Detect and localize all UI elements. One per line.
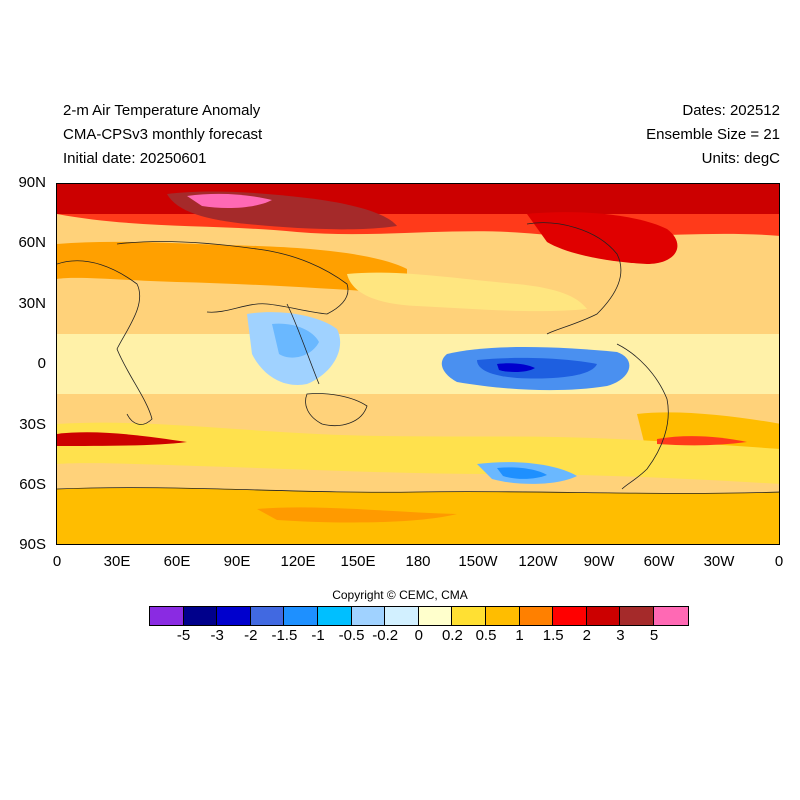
colorbar-swatch bbox=[250, 607, 285, 625]
lon-label-180: 180 bbox=[405, 553, 431, 570]
southern-ocean bbox=[57, 422, 779, 484]
eurasia-field bbox=[57, 241, 407, 294]
colorbar-tick-label: -5 bbox=[176, 627, 191, 644]
colorbar-tick-label: -1 bbox=[311, 627, 325, 644]
lon-label-150e: 150E bbox=[340, 553, 376, 570]
colorbar-swatch bbox=[553, 607, 587, 625]
model-name: CMA-CPSv3 monthly forecast bbox=[63, 126, 263, 143]
epac-colder bbox=[477, 357, 597, 379]
colorbar-tick-label: -2 bbox=[244, 627, 258, 644]
antarctica-coast bbox=[57, 487, 779, 494]
colorbar-swatch bbox=[418, 607, 453, 625]
colorbar-swatch bbox=[452, 607, 486, 625]
colorbar bbox=[149, 606, 689, 626]
lon-label-60w: 60W bbox=[643, 553, 675, 570]
colorbar-swatch bbox=[519, 607, 554, 625]
tropical-band bbox=[57, 334, 779, 394]
colorbar-tick-label: -3 bbox=[210, 627, 224, 644]
lon-label-90w: 90W bbox=[583, 553, 615, 570]
north-america-coast bbox=[526, 222, 622, 335]
lat-label-60n: 60N bbox=[18, 234, 46, 251]
se-asia-coast bbox=[286, 303, 320, 385]
colorbar-swatch bbox=[351, 607, 386, 625]
colorbar-swatch bbox=[385, 607, 419, 625]
colorbar-swatch bbox=[183, 607, 218, 625]
lon-label-90e: 90E bbox=[223, 553, 251, 570]
epac-coldest bbox=[497, 363, 535, 373]
anomaly-map bbox=[57, 184, 779, 544]
colorbar-tick-label: 0.5 bbox=[475, 627, 497, 644]
australia-coast bbox=[305, 393, 368, 426]
sio-warm-streak bbox=[57, 432, 187, 446]
lon-label-0: 0 bbox=[52, 553, 62, 570]
colorbar-tick-label: -1.5 bbox=[271, 627, 298, 644]
colorbar-swatch bbox=[620, 607, 654, 625]
npacific-mixed bbox=[347, 272, 587, 312]
colorbar-tick-label: 1 bbox=[515, 627, 524, 644]
colorbar-swatch bbox=[586, 607, 621, 625]
units-label: Units: degC bbox=[701, 150, 780, 167]
antarctica-warm bbox=[257, 507, 457, 523]
copyright-text: Copyright © CEMC, CMA bbox=[332, 588, 468, 602]
lon-label-150w: 150W bbox=[458, 553, 498, 570]
header-right: Dates: 202512 Ensemble Size = 21 Units: … bbox=[646, 99, 780, 171]
colorbar-tick-label: 0.2 bbox=[441, 627, 463, 644]
siberia-hot bbox=[187, 193, 272, 208]
satl-warm-streak bbox=[657, 436, 747, 446]
colorbar-tick-label: 3 bbox=[616, 627, 625, 644]
map-plot-area bbox=[56, 183, 780, 545]
lat-label-90n: 90N bbox=[18, 174, 46, 191]
colorbar-swatch bbox=[317, 607, 352, 625]
arctic-band bbox=[57, 184, 779, 214]
south-america-coast bbox=[616, 343, 669, 490]
lon-label-30w: 30W bbox=[703, 553, 735, 570]
colorbar-tick-label: -0.5 bbox=[338, 627, 365, 644]
lat-label-60s: 60S bbox=[19, 476, 46, 493]
lon-label-120w: 120W bbox=[518, 553, 558, 570]
lat-label-90s: 90S bbox=[19, 536, 46, 553]
colorbar-swatch bbox=[284, 607, 318, 625]
lat-label-30s: 30S bbox=[19, 416, 46, 433]
chart-title: 2-m Air Temperature Anomaly bbox=[63, 102, 261, 119]
colorbar-tick-label: 1.5 bbox=[542, 627, 564, 644]
colorbar-tick-label: -0.2 bbox=[372, 627, 399, 644]
colorbar-tick-label: 2 bbox=[582, 627, 591, 644]
colorbar-swatch bbox=[485, 607, 520, 625]
lon-label-60e: 60E bbox=[163, 553, 191, 570]
so-cooler bbox=[497, 467, 547, 479]
lon-label-30e: 30E bbox=[103, 553, 131, 570]
colorbar-swatch bbox=[217, 607, 251, 625]
coastlines bbox=[57, 222, 779, 494]
maritime-cooler bbox=[272, 323, 319, 358]
header-left: 2-m Air Temperature Anomaly CMA-CPSv3 mo… bbox=[63, 99, 262, 171]
colorbar-tick-label: 0 bbox=[414, 627, 423, 644]
lon-label-120e: 120E bbox=[280, 553, 316, 570]
ensemble-size: Ensemble Size = 21 bbox=[646, 126, 780, 143]
colorbar-swatch bbox=[150, 607, 184, 625]
eurasia-coast bbox=[116, 241, 349, 315]
forecast-dates: Dates: 202512 bbox=[682, 102, 780, 119]
lon-label-0-east: 0 bbox=[774, 553, 784, 570]
africa-coast bbox=[57, 260, 153, 425]
initial-date: Initial date: 20250601 bbox=[63, 150, 207, 167]
lat-label-30n: 30N bbox=[18, 295, 46, 312]
colorbar-swatch bbox=[653, 607, 688, 625]
colorbar-tick-label: 5 bbox=[649, 627, 659, 644]
lat-label-0: 0 bbox=[37, 355, 46, 372]
